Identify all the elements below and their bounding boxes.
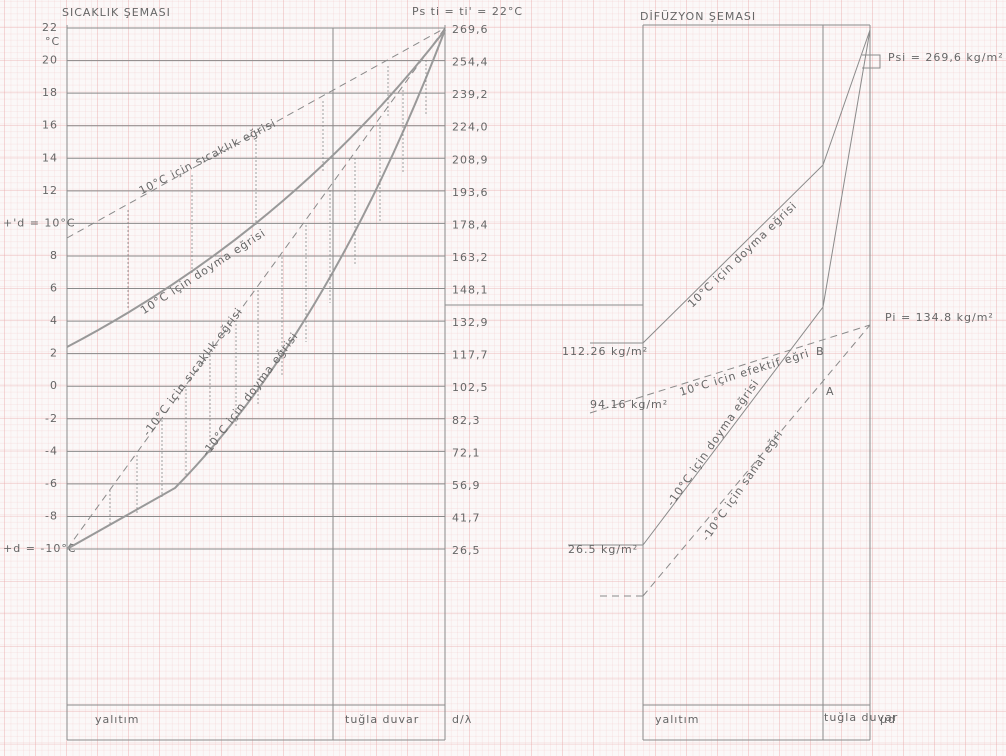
right-label: 254,4 <box>452 56 489 69</box>
pi-label: Pi = 134.8 kg/m² <box>885 311 994 324</box>
bottom-label: yalıtım <box>655 713 699 726</box>
left-label: -8 <box>45 509 58 522</box>
left-label: 20 <box>42 54 58 67</box>
right-label: 102,5 <box>452 381 489 394</box>
right-label: 26,5 <box>452 544 481 557</box>
left-label: 8 <box>50 249 58 262</box>
right-label: 224,0 <box>452 121 489 134</box>
left-label: 18 <box>42 86 58 99</box>
bottom-label: μd <box>880 713 896 726</box>
left-label: +'d = 10°C <box>3 216 76 229</box>
page: 22269,620254,418239,216224,014208,912193… <box>0 0 1006 756</box>
left-label: -2 <box>45 412 58 425</box>
right-label: 41,7 <box>452 511 481 524</box>
left-label: 2 <box>50 347 58 360</box>
right-label: 148,1 <box>452 284 489 297</box>
bottom-label: d/λ <box>452 713 472 726</box>
point-label: A <box>826 385 835 398</box>
left-label: 16 <box>42 119 58 132</box>
point-label: B <box>816 345 825 358</box>
right-label: 117,7 <box>452 349 489 362</box>
right-label: 193,6 <box>452 186 489 199</box>
left-label: 12 <box>42 184 58 197</box>
right-label: 239,2 <box>452 88 489 101</box>
right-label: 132,9 <box>452 316 489 329</box>
unit-label: °C <box>45 35 60 48</box>
bottom-label: yalıtım <box>95 713 139 726</box>
psi-label: Psi = 269,6 kg/m² <box>888 51 1004 64</box>
right-title: DİFÜZYON ŞEMASI <box>640 10 756 23</box>
left-label: 14 <box>42 151 58 164</box>
graph-paper <box>0 0 1006 756</box>
right-label: 82,3 <box>452 414 481 427</box>
side-label: 112.26 kg/m² <box>562 345 648 358</box>
side-label: 26.5 kg/m² <box>568 543 638 556</box>
left-label: 6 <box>50 282 58 295</box>
left-label: 4 <box>50 314 58 327</box>
right-label: 56,9 <box>452 479 481 492</box>
left-label: -4 <box>45 444 58 457</box>
right-label: 178,4 <box>452 218 489 231</box>
right-label: 269,6 <box>452 23 489 36</box>
left-label: 22 <box>42 21 58 34</box>
right-label: 72,1 <box>452 446 481 459</box>
left-label: -6 <box>45 477 58 490</box>
right-label: 208,9 <box>452 153 489 166</box>
side-label: 94.16 kg/m² <box>590 398 668 411</box>
left-title: SICAKLIK ŞEMASI <box>62 6 171 19</box>
bottom-label: tuğla duvar <box>345 713 419 726</box>
left-label: +d = -10°C <box>3 542 77 555</box>
top-label: Ps ti = ti' = 22°C <box>412 5 523 18</box>
left-label: 0 <box>50 379 58 392</box>
right-label: 163,2 <box>452 251 489 264</box>
